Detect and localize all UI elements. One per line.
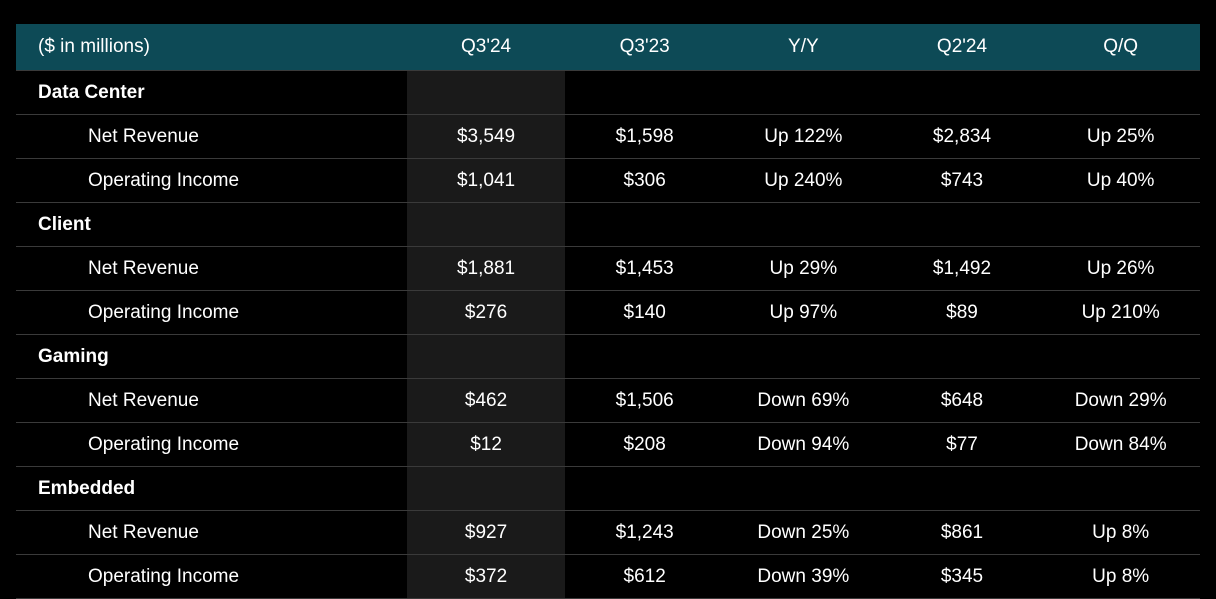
col-header-qq: Q/Q bbox=[1041, 24, 1200, 71]
cell-empty bbox=[724, 71, 883, 115]
cell-value: $1,881 bbox=[407, 247, 566, 291]
cell-empty bbox=[883, 71, 1042, 115]
metric-label: Operating Income bbox=[16, 159, 407, 203]
cell-value: $1,453 bbox=[565, 247, 724, 291]
metric-label: Operating Income bbox=[16, 423, 407, 467]
cell-value: $1,243 bbox=[565, 511, 724, 555]
metric-label: Net Revenue bbox=[16, 379, 407, 423]
cell-value: $89 bbox=[883, 291, 1042, 335]
section-row: Embedded bbox=[16, 467, 1200, 511]
cell-empty bbox=[565, 203, 724, 247]
cell-empty bbox=[883, 335, 1042, 379]
cell-value: Up 240% bbox=[724, 159, 883, 203]
cell-empty bbox=[565, 467, 724, 511]
cell-empty bbox=[724, 335, 883, 379]
cell-empty bbox=[1041, 467, 1200, 511]
col-header-q3-23: Q3'23 bbox=[565, 24, 724, 71]
cell-empty bbox=[883, 203, 1042, 247]
col-header-q2-24: Q2'24 bbox=[883, 24, 1042, 71]
cell-empty bbox=[407, 71, 566, 115]
cell-value: $861 bbox=[883, 511, 1042, 555]
cell-value: $612 bbox=[565, 555, 724, 599]
metric-label: Net Revenue bbox=[16, 115, 407, 159]
table-row: Net Revenue $462 $1,506 Down 69% $648 Do… bbox=[16, 379, 1200, 423]
cell-empty bbox=[1041, 335, 1200, 379]
cell-value: Up 8% bbox=[1041, 511, 1200, 555]
col-header-q3-24: Q3'24 bbox=[407, 24, 566, 71]
cell-value: Down 94% bbox=[724, 423, 883, 467]
cell-value: Down 39% bbox=[724, 555, 883, 599]
section-row: Gaming bbox=[16, 335, 1200, 379]
cell-empty bbox=[883, 467, 1042, 511]
col-header-label: ($ in millions) bbox=[16, 24, 407, 71]
cell-value: $208 bbox=[565, 423, 724, 467]
col-header-yy: Y/Y bbox=[724, 24, 883, 71]
segment-results-table: ($ in millions) Q3'24 Q3'23 Y/Y Q2'24 Q/… bbox=[16, 24, 1200, 599]
table-row: Operating Income $372 $612 Down 39% $345… bbox=[16, 555, 1200, 599]
cell-value: Down 25% bbox=[724, 511, 883, 555]
metric-label: Net Revenue bbox=[16, 511, 407, 555]
cell-value: $3,549 bbox=[407, 115, 566, 159]
section-name: Client bbox=[16, 203, 407, 247]
cell-value: Up 210% bbox=[1041, 291, 1200, 335]
cell-value: Up 29% bbox=[724, 247, 883, 291]
cell-value: $12 bbox=[407, 423, 566, 467]
cell-value: $743 bbox=[883, 159, 1042, 203]
cell-value: Up 122% bbox=[724, 115, 883, 159]
cell-value: Down 69% bbox=[724, 379, 883, 423]
cell-value: Up 25% bbox=[1041, 115, 1200, 159]
cell-value: Up 97% bbox=[724, 291, 883, 335]
section-row: Client bbox=[16, 203, 1200, 247]
cell-value: Down 29% bbox=[1041, 379, 1200, 423]
cell-value: $1,598 bbox=[565, 115, 724, 159]
table-row: Operating Income $276 $140 Up 97% $89 Up… bbox=[16, 291, 1200, 335]
cell-value: $2,834 bbox=[883, 115, 1042, 159]
cell-value: $462 bbox=[407, 379, 566, 423]
cell-value: $1,041 bbox=[407, 159, 566, 203]
table-row: Net Revenue $3,549 $1,598 Up 122% $2,834… bbox=[16, 115, 1200, 159]
cell-value: $1,492 bbox=[883, 247, 1042, 291]
table-row: Net Revenue $927 $1,243 Down 25% $861 Up… bbox=[16, 511, 1200, 555]
section-name: Data Center bbox=[16, 71, 407, 115]
section-name: Embedded bbox=[16, 467, 407, 511]
metric-label: Operating Income bbox=[16, 555, 407, 599]
cell-value: $1,506 bbox=[565, 379, 724, 423]
cell-empty bbox=[1041, 203, 1200, 247]
metric-label: Operating Income bbox=[16, 291, 407, 335]
cell-empty bbox=[565, 335, 724, 379]
cell-empty bbox=[407, 335, 566, 379]
cell-empty bbox=[407, 203, 566, 247]
cell-empty bbox=[407, 467, 566, 511]
cell-value: $648 bbox=[883, 379, 1042, 423]
cell-value: $306 bbox=[565, 159, 724, 203]
cell-value: Up 40% bbox=[1041, 159, 1200, 203]
cell-value: $276 bbox=[407, 291, 566, 335]
cell-value: Up 26% bbox=[1041, 247, 1200, 291]
cell-value: $140 bbox=[565, 291, 724, 335]
section-row: Data Center bbox=[16, 71, 1200, 115]
cell-value: $372 bbox=[407, 555, 566, 599]
table-body: Data Center Net Revenue $3,549 $1,598 Up… bbox=[16, 71, 1200, 599]
table-row: Operating Income $12 $208 Down 94% $77 D… bbox=[16, 423, 1200, 467]
cell-empty bbox=[565, 71, 724, 115]
cell-empty bbox=[724, 467, 883, 511]
cell-value: Down 84% bbox=[1041, 423, 1200, 467]
section-name: Gaming bbox=[16, 335, 407, 379]
table-row: Operating Income $1,041 $306 Up 240% $74… bbox=[16, 159, 1200, 203]
table-row: Net Revenue $1,881 $1,453 Up 29% $1,492 … bbox=[16, 247, 1200, 291]
cell-value: $927 bbox=[407, 511, 566, 555]
cell-value: $345 bbox=[883, 555, 1042, 599]
cell-value: $77 bbox=[883, 423, 1042, 467]
cell-empty bbox=[1041, 71, 1200, 115]
table-header: ($ in millions) Q3'24 Q3'23 Y/Y Q2'24 Q/… bbox=[16, 24, 1200, 71]
cell-value: Up 8% bbox=[1041, 555, 1200, 599]
metric-label: Net Revenue bbox=[16, 247, 407, 291]
cell-empty bbox=[724, 203, 883, 247]
